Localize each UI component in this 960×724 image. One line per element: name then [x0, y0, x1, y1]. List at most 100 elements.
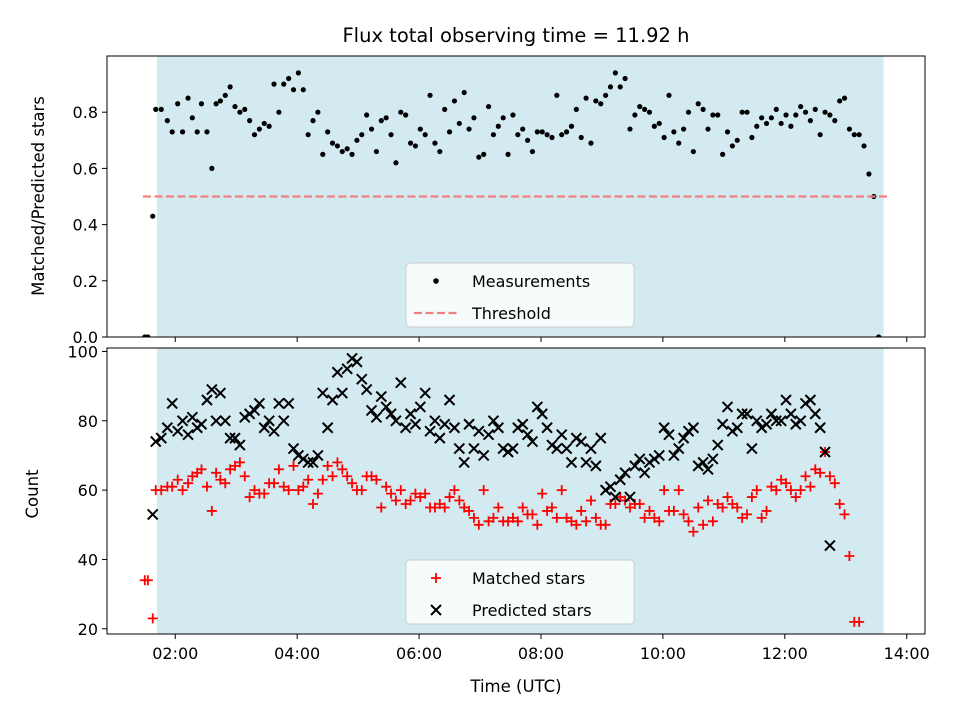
measurement-point: [466, 126, 472, 132]
measurement-point: [256, 126, 262, 132]
measurement-point: [700, 106, 706, 112]
y-tick-label: 60: [78, 481, 98, 500]
matched-star-point: [742, 509, 753, 520]
matched-star-point: [785, 485, 796, 496]
predicted-star-point: [560, 442, 573, 455]
matched-star-point: [478, 485, 489, 496]
y-tick-label: 80: [78, 412, 98, 431]
measurement-point: [671, 129, 677, 135]
measurement-point: [529, 148, 536, 155]
matched-star-point: [746, 492, 757, 503]
matched-star-point: [298, 481, 309, 492]
predicted-star-point: [463, 418, 475, 430]
measurement-point: [359, 132, 365, 138]
measurement-point: [598, 101, 604, 107]
panel-1-frame: [106, 347, 926, 635]
measurement-point: [681, 126, 687, 132]
measurement-point: [185, 95, 191, 101]
measurement-point: [685, 109, 692, 115]
measurement-point: [175, 101, 181, 107]
predicted-star-point: [268, 425, 280, 437]
predicted-star-point: [312, 449, 324, 462]
predicted-star-point: [473, 425, 485, 437]
matched-star-point: [234, 457, 245, 468]
measurement-point: [427, 92, 433, 98]
measurement-point: [544, 132, 550, 138]
measurement-point: [242, 106, 248, 112]
matched-star-point: [844, 551, 855, 561]
predicted-star-point: [468, 442, 480, 455]
matched-star-point: [698, 519, 709, 530]
predicted-star-point: [585, 442, 597, 455]
measurement-point: [739, 109, 745, 115]
measurement-point: [442, 106, 448, 112]
measurement-point: [876, 334, 882, 337]
matched-star-point: [546, 502, 557, 513]
predicted-star-point: [819, 446, 831, 458]
panel-1-legend: Matched stars Predicted stars: [405, 559, 635, 625]
measurement-point: [612, 70, 618, 76]
predicted-star-point: [707, 453, 719, 465]
predicted-star-point: [565, 456, 578, 469]
legend-dot-marker: [433, 278, 439, 284]
matched-star-point: [639, 512, 650, 523]
matched-star-point: [527, 509, 538, 520]
measurement-point: [383, 115, 389, 121]
predicted-star-point: [677, 432, 690, 444]
measurement-point: [481, 151, 487, 157]
measurement-point: [295, 70, 301, 76]
predicted-star-point: [614, 474, 626, 486]
measurement-point: [607, 84, 614, 90]
matched-star-point: [183, 478, 194, 489]
matched-star-point: [454, 495, 465, 506]
measurement-point: [485, 103, 492, 110]
predicted-star-point: [150, 435, 162, 448]
predicted-star-point: [653, 449, 665, 462]
measurement-point: [329, 140, 336, 146]
matched-star-point: [206, 505, 217, 516]
predicted-star-point: [186, 411, 199, 424]
y-tick-label: 20: [78, 620, 98, 639]
matched-star-point: [673, 485, 684, 496]
measurement-point: [505, 151, 511, 157]
measurement-point: [471, 115, 477, 121]
matched-star-point: [211, 467, 222, 478]
predicted-star-point: [419, 387, 431, 399]
y-tick-label: 40: [78, 550, 98, 569]
measurement-point: [637, 103, 643, 110]
predicted-star-point: [263, 415, 275, 427]
predicted-star-point: [341, 363, 353, 375]
predicted-star-point: [365, 404, 378, 417]
predicted-star-point: [395, 376, 407, 389]
matched-star-point: [473, 519, 484, 530]
measurement-point: [661, 134, 667, 141]
predicted-star-point: [609, 491, 622, 503]
predicted-star-point: [638, 467, 651, 479]
matched-star-point: [308, 499, 319, 509]
measurement-point: [209, 165, 215, 171]
predicted-star-point: [492, 422, 505, 434]
matched-star-point: [156, 485, 167, 496]
matched-star-point: [815, 467, 826, 478]
measurement-point: [539, 129, 545, 135]
predicted-star-point: [399, 422, 412, 434]
measurement-point: [617, 84, 623, 90]
measurement-point: [276, 109, 282, 115]
matched-star-point: [517, 502, 528, 513]
matched-star-point: [834, 499, 845, 509]
predicted-star-point: [477, 449, 490, 462]
measurement-point: [461, 89, 467, 96]
measurement-point: [169, 129, 175, 135]
predicted-star-point: [161, 422, 174, 434]
measurement-point: [232, 103, 238, 110]
measurement-point: [334, 143, 341, 149]
matched-star-point: [167, 481, 178, 492]
matched-star-point: [337, 464, 348, 475]
measurement-point: [158, 106, 164, 112]
measurement-point: [846, 126, 853, 132]
measurement-point: [393, 160, 399, 166]
predicted-star-point: [453, 442, 466, 455]
predicted-star-point: [219, 415, 231, 427]
matched-star-point: [678, 509, 689, 520]
y-tick-label: 0.4: [73, 216, 98, 235]
